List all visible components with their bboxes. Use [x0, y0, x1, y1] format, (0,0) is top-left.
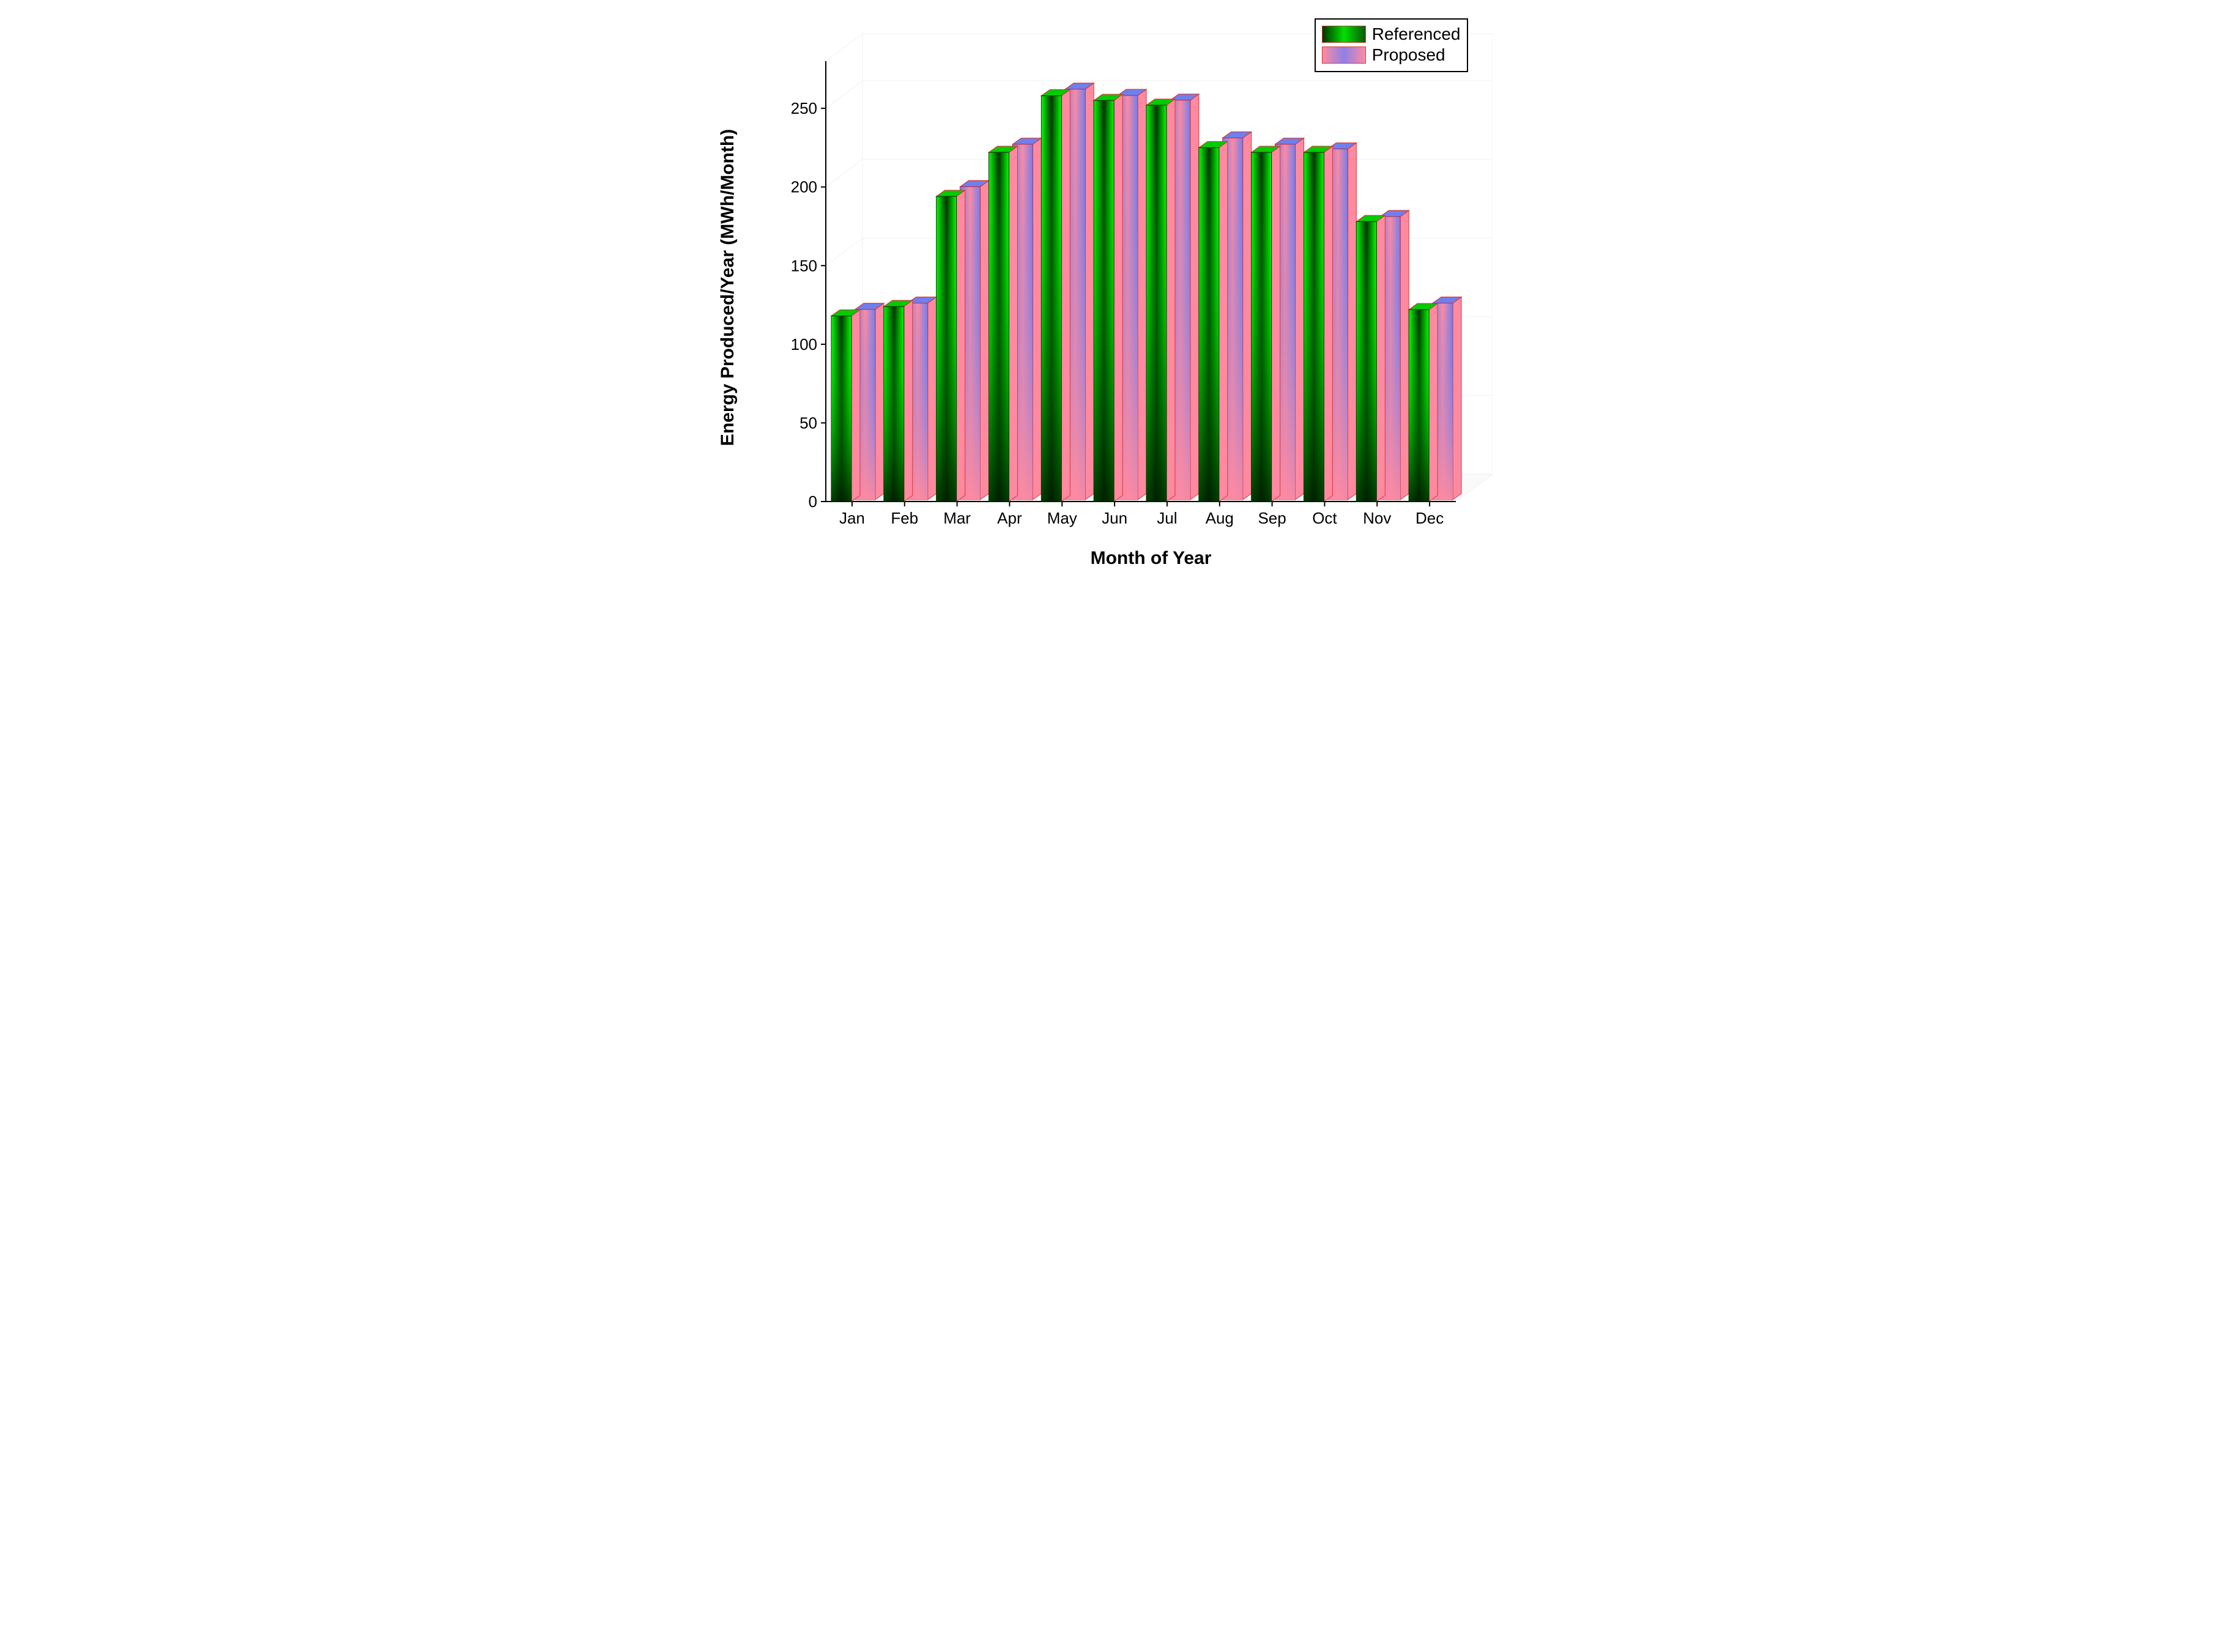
- y-tick-label: 250: [790, 99, 817, 117]
- y-tick-label: 100: [790, 335, 817, 354]
- bar: [1198, 141, 1227, 502]
- y-axis-label: Energy Produced/Year (MWh/Month): [718, 129, 738, 446]
- x-tick-label: Sep: [1258, 509, 1286, 527]
- energy-bar-chart: Energy Produced/Year (MWh/Month) 0501001…: [734, 6, 1493, 569]
- bar: [1041, 90, 1070, 502]
- x-axis-label: Month of Year: [1091, 548, 1212, 569]
- y-tick-label: 50: [800, 413, 817, 432]
- bar: [1251, 146, 1280, 502]
- bar: [1304, 146, 1332, 502]
- bar: [831, 310, 860, 502]
- legend-item: Proposed: [1322, 45, 1461, 65]
- bar: [1356, 215, 1385, 502]
- x-tick-label: Aug: [1205, 509, 1233, 527]
- bar: [883, 300, 912, 502]
- x-tick-label: Dec: [1415, 509, 1443, 527]
- x-tick-label: Jul: [1157, 509, 1177, 527]
- x-tick-label: May: [1047, 509, 1077, 527]
- bar: [989, 146, 1017, 502]
- y-tick-label: 200: [790, 178, 817, 196]
- legend-swatch: [1322, 46, 1366, 64]
- chart-svg: 0 50 100 150 200 250 Jan Feb Mar Apr May Jun Jul Aug S…: [734, 6, 1493, 569]
- y-tick-label: 0: [808, 492, 817, 511]
- bar: [1409, 303, 1438, 502]
- legend-label: Proposed: [1372, 45, 1445, 65]
- x-tick-label: Oct: [1312, 509, 1337, 527]
- y-tick-label: 150: [790, 256, 817, 275]
- x-tick-label: Nov: [1363, 509, 1391, 527]
- x-tick-label: Apr: [997, 509, 1022, 527]
- bar: [1094, 94, 1122, 502]
- bar: [936, 190, 965, 502]
- legend-label: Referenced: [1372, 24, 1461, 44]
- legend-item: Referenced: [1322, 24, 1461, 44]
- x-tick-label: Mar: [943, 509, 971, 527]
- bar: [1146, 99, 1175, 502]
- x-tick-label: Jan: [839, 509, 864, 527]
- legend: ReferencedProposed: [1315, 18, 1468, 72]
- x-tick-label: Jun: [1102, 509, 1127, 527]
- legend-swatch: [1322, 26, 1366, 43]
- x-tick-label: Feb: [891, 509, 918, 527]
